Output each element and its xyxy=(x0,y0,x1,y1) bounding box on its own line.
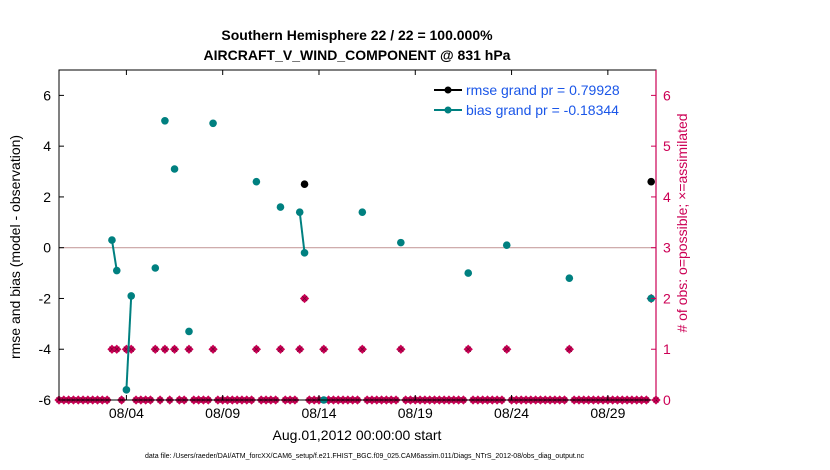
y-left-tick-label: -4 xyxy=(39,341,52,357)
obs-count-point-x xyxy=(152,346,159,353)
obs-count-point-x xyxy=(320,346,327,353)
bias-connectors xyxy=(110,212,306,390)
plot-area xyxy=(59,70,656,400)
x-tick-label: 08/19 xyxy=(398,405,433,421)
bias-point xyxy=(276,203,285,211)
x-tick-label: 08/24 xyxy=(494,405,529,421)
obs-count-point-x xyxy=(109,346,115,353)
bias-point xyxy=(464,269,473,277)
rmse-point xyxy=(300,180,309,189)
obs-count-point-x xyxy=(301,295,308,302)
bias-segment xyxy=(110,239,118,271)
chart-title: Southern Hemisphere 22 / 22 = 100.000% xyxy=(221,27,493,43)
y-left-tick-label: 2 xyxy=(43,189,51,205)
bias-point xyxy=(161,116,169,125)
y-left-tick-label: -6 xyxy=(39,392,52,408)
y-right-tick-label: 3 xyxy=(663,240,671,256)
obs-count-point-x xyxy=(277,346,284,353)
obs-count-point-x xyxy=(397,346,404,353)
bias-point xyxy=(502,241,511,249)
y-right-tick-label: 1 xyxy=(663,341,671,357)
chart-subtitle: AIRCRAFT_V_WIND_COMPONENT @ 831 hPa xyxy=(204,47,511,63)
obs-count-point-x xyxy=(253,346,260,353)
obs-count-point-x xyxy=(566,346,573,353)
y-left-tick-label: 0 xyxy=(43,240,51,256)
x-axis-label: Aug.01,2012 00:00:00 start xyxy=(273,427,442,443)
y-right-tick-label: 0 xyxy=(663,392,671,408)
obs-count-point-x xyxy=(186,346,192,353)
rmse-point xyxy=(647,177,655,186)
bias-segment xyxy=(298,212,306,253)
x-tick-label: 08/04 xyxy=(109,405,144,421)
legend-rmse-label: rmse grand pr = 0.79928 xyxy=(466,82,620,98)
rmse-markers xyxy=(300,177,655,189)
obs-count-point-x xyxy=(128,346,135,353)
footer-data-file: data file: /Users/raeder/DAI/ATM_forcXX/… xyxy=(145,453,585,460)
bias-point xyxy=(565,274,574,282)
y-axis-right-label: # of obs: o=possible; ×=assimilated xyxy=(674,113,690,332)
bias-point xyxy=(122,386,131,394)
obs-count-point-x xyxy=(162,346,168,353)
bias-point xyxy=(295,208,304,216)
legend: rmse grand pr = 0.79928 bias grand pr = … xyxy=(434,82,620,118)
x-tick-label: 08/29 xyxy=(590,405,625,421)
bias-point xyxy=(151,264,160,272)
y-axis-left-label: rmse and bias (model - observation) xyxy=(7,135,23,359)
legend-bias-marker xyxy=(444,106,452,114)
y-right-tick-label: 4 xyxy=(663,189,671,205)
bias-markers xyxy=(108,116,655,404)
bias-point xyxy=(112,266,121,275)
bias-point xyxy=(170,165,179,173)
bias-point xyxy=(358,208,367,216)
bias-point xyxy=(300,248,309,257)
bias-point xyxy=(127,292,136,300)
y-right-tick-label: 6 xyxy=(663,87,671,103)
y-left-tick-label: 6 xyxy=(43,87,51,103)
bias-point xyxy=(185,327,193,336)
obs-count-markers xyxy=(54,293,661,405)
legend-bias-label: bias grand pr = -0.18344 xyxy=(466,102,619,118)
obs-count-point-x xyxy=(503,346,510,353)
bias-point xyxy=(397,238,405,247)
bias-segment xyxy=(125,295,133,390)
y-left-tick-label: 4 xyxy=(43,138,51,154)
obs-count-point-x xyxy=(359,346,366,353)
bias-point xyxy=(108,236,116,244)
obs-count-point-x xyxy=(210,346,216,353)
y-left-tick-label: -2 xyxy=(39,290,52,306)
obs-count-point-x xyxy=(113,346,120,353)
x-tick-label: 08/14 xyxy=(301,405,336,421)
y-right-tick-label: 2 xyxy=(663,290,671,306)
bias-point xyxy=(252,177,261,186)
x-tick-label: 08/09 xyxy=(205,405,240,421)
legend-rmse-marker xyxy=(444,86,452,94)
obs-count-point-x xyxy=(296,346,303,353)
bias-point xyxy=(209,119,217,128)
y-right-tick-label: 5 xyxy=(663,138,671,154)
obs-count-point-x xyxy=(171,346,178,353)
obs-count-point-x xyxy=(465,346,472,353)
